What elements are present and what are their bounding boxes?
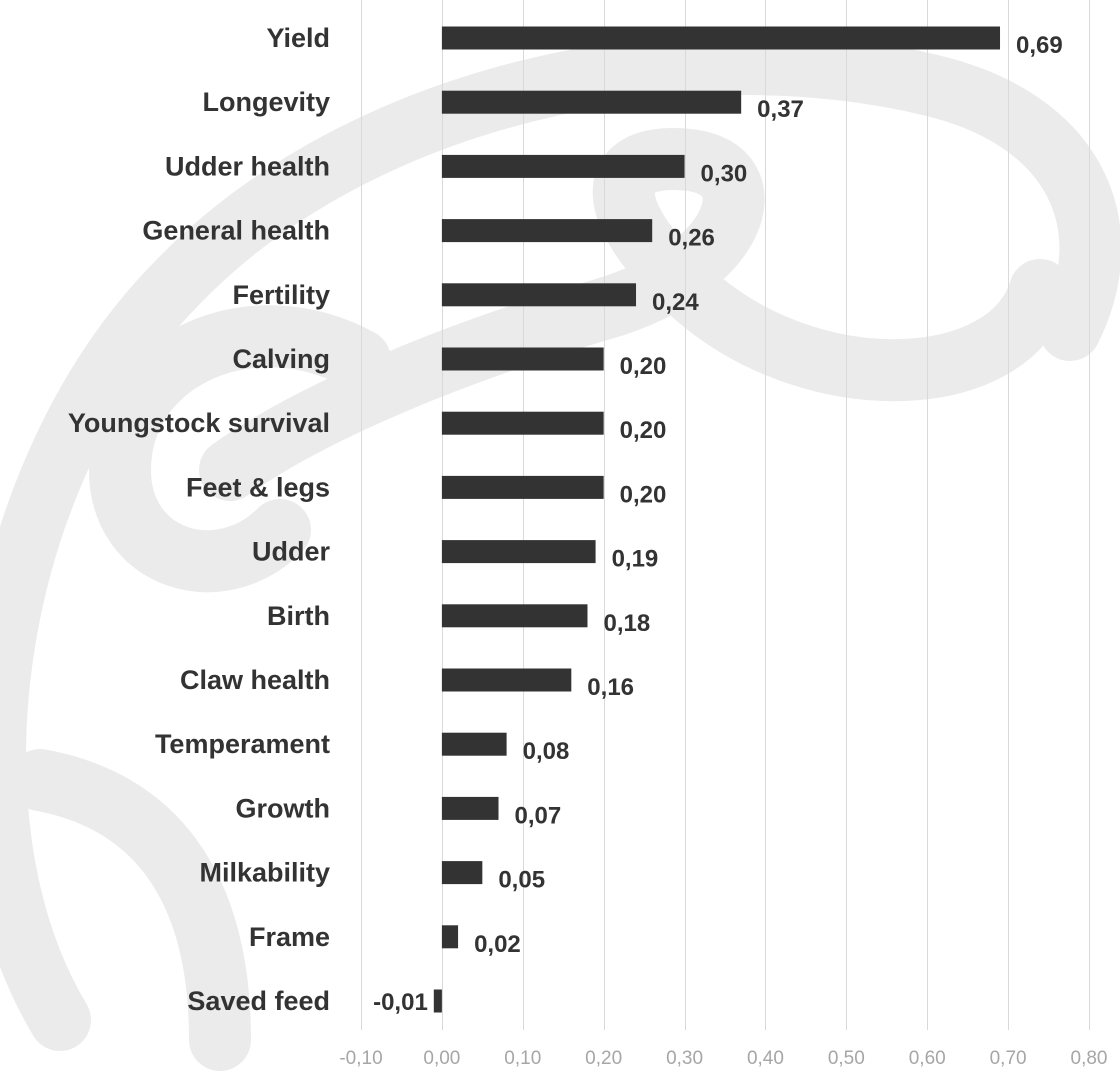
category-label: Longevity <box>202 87 330 117</box>
watermark-swirl <box>0 33 1120 1071</box>
category-label: Temperament <box>155 729 330 759</box>
bar <box>441 347 604 371</box>
bar <box>441 732 507 756</box>
bar <box>441 796 499 820</box>
category-axis-labels: Yield Longevity Udder health General health… <box>68 23 331 1016</box>
bar <box>441 26 1001 50</box>
watermark-small-spiral <box>88 305 391 593</box>
bar <box>441 604 588 628</box>
data-label: 0,24 <box>652 289 699 316</box>
category-label: Youngstock survival <box>68 408 330 438</box>
bar <box>441 668 572 692</box>
category-label: General health <box>142 216 330 246</box>
category-label: Yield <box>266 23 330 53</box>
x-tick-label: 0,00 <box>423 1048 460 1069</box>
x-tick-label: 0,10 <box>504 1048 541 1069</box>
watermark-lower-hook <box>9 749 251 1071</box>
data-label: 0,69 <box>1016 32 1063 59</box>
category-label: Growth <box>236 793 331 823</box>
category-label: Calving <box>232 344 330 374</box>
bar-series <box>433 26 1001 1013</box>
bar <box>441 90 742 114</box>
data-label: 0,05 <box>498 867 545 894</box>
x-tick-label: 0,80 <box>1071 1048 1108 1069</box>
data-label: 0,20 <box>620 481 667 508</box>
data-label: 0,19 <box>612 546 659 573</box>
data-label: 0,20 <box>620 353 667 380</box>
category-label: Claw health <box>180 665 330 695</box>
data-label: -0,01 <box>373 989 428 1016</box>
bar <box>441 861 483 885</box>
data-label: 0,07 <box>515 802 562 829</box>
watermark-inner-loop <box>199 128 1071 501</box>
data-label: 0,16 <box>587 674 634 701</box>
data-label: 0,30 <box>701 160 748 187</box>
x-tick-label: -0,10 <box>339 1048 382 1069</box>
x-tick-label: 0,70 <box>990 1048 1027 1069</box>
x-tick-label: 0,60 <box>909 1048 946 1069</box>
category-label: Feet & legs <box>186 472 330 502</box>
data-label: 0,37 <box>757 96 804 123</box>
category-label: Fertility <box>232 280 330 310</box>
category-label: Frame <box>249 922 330 952</box>
vertical-gridlines <box>361 0 1090 1030</box>
data-labels: 0,69 0,37 0,30 0,26 0,24 0,20 0,20 0,20 0,19 0,18… <box>373 32 1063 1016</box>
data-label: 0,18 <box>603 610 650 637</box>
bar <box>441 925 459 949</box>
x-tick-label: 0,20 <box>585 1048 622 1069</box>
data-label: 0,26 <box>668 225 715 252</box>
x-tick-label: 0,40 <box>747 1048 784 1069</box>
x-tick-label: 0,30 <box>666 1048 703 1069</box>
bar <box>441 540 596 564</box>
x-tick-label: 0,50 <box>828 1048 865 1069</box>
bar <box>441 475 604 499</box>
data-label: 0,02 <box>474 931 521 958</box>
watermark-outer-arc <box>0 33 1120 1051</box>
category-label: Birth <box>267 601 330 631</box>
bar <box>441 219 653 243</box>
category-label: Udder <box>252 537 331 567</box>
data-label: 0,08 <box>523 738 570 765</box>
data-label: 0,20 <box>620 417 667 444</box>
bar <box>441 411 604 435</box>
bar <box>441 154 685 178</box>
category-label: Udder health <box>165 151 330 181</box>
bar <box>441 283 637 307</box>
category-label: Milkability <box>199 858 330 888</box>
value-axis-tick-labels: -0,10 0,00 0,10 0,20 0,30 0,40 0,50 0,60 0,70 0,8… <box>339 1048 1107 1069</box>
bar <box>433 989 442 1013</box>
category-label: Saved feed <box>187 986 330 1016</box>
